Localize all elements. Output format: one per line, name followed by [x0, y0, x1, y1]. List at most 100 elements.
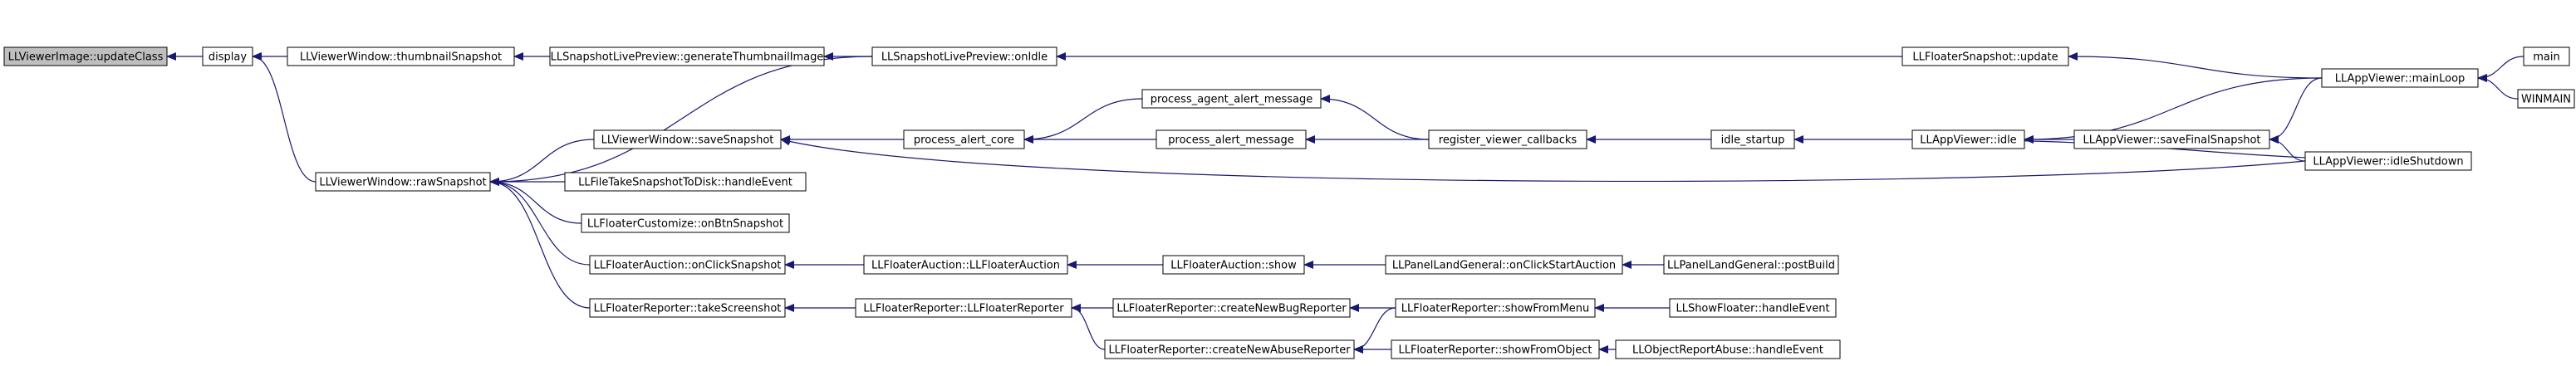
function-node[interactable]: LLSnapshotLivePreview::onIdle: [871, 46, 1057, 66]
node-label: WINMAIN: [2521, 94, 2571, 106]
call-edge: [2477, 56, 2524, 82]
node-box: [1391, 339, 1600, 359]
function-node[interactable]: process_alert_message: [1156, 129, 1307, 149]
function-node[interactable]: WINMAIN: [2517, 89, 2575, 109]
function-node[interactable]: LLAppViewer::idleShutdown: [2304, 151, 2472, 171]
node-box: [549, 46, 825, 66]
function-node[interactable]: LLFloaterAuction::LLFloaterAuction: [863, 255, 1068, 275]
function-node[interactable]: LLAppViewer::mainLoop: [2321, 68, 2479, 88]
node-label: LLPanelLandGeneral::onClickStartAuction: [1392, 260, 1616, 272]
node-box: [1112, 298, 1351, 318]
function-node[interactable]: LLFloaterReporter::showFromMenu: [1395, 298, 1596, 318]
node-label: process_alert_message: [1168, 134, 1293, 147]
function-node[interactable]: LLPanelLandGeneral::onClickStartAuction: [1385, 255, 1623, 275]
function-node[interactable]: LLSnapshotLivePreview::generateThumbnail…: [549, 46, 825, 66]
call-edge: [489, 178, 591, 266]
node-label: LLFloaterAuction::show: [1170, 260, 1297, 272]
function-node[interactable]: register_viewer_callbacks: [1428, 129, 1587, 149]
node-box: [2304, 151, 2472, 171]
node-box: [863, 255, 1068, 275]
node-box: [1156, 129, 1307, 149]
function-node[interactable]: LLFloaterAuction::show: [1162, 255, 1305, 275]
node-label: LLFloaterReporter::createNewAbuseReporte…: [1108, 344, 1351, 357]
node-box: [1395, 298, 1596, 318]
node-box: [1428, 129, 1587, 149]
function-node[interactable]: LLShowFloater::handleEvent: [1669, 298, 1837, 318]
node-label: LLSnapshotLivePreview::onIdle: [881, 51, 1048, 64]
function-node[interactable]: LLPanelLandGeneral::postBuild: [1663, 255, 1839, 275]
function-node[interactable]: LLAppViewer::idle: [1911, 129, 2025, 149]
node-label: LLAppViewer::idleShutdown: [2313, 156, 2463, 168]
function-node[interactable]: LLFloaterReporter::takeScreenshot: [589, 298, 786, 318]
function-node[interactable]: LLObjectReportAbuse::handleEvent: [1615, 339, 1841, 359]
function-node[interactable]: LLFileTakeSnapshotToDisk::handleEvent: [564, 172, 807, 192]
node-box: [1385, 255, 1623, 275]
node-box: [2517, 89, 2575, 109]
node-label: process_agent_alert_message: [1151, 94, 1313, 106]
node-label: LLFloaterReporter::LLFloaterReporter: [863, 303, 1064, 315]
node-label: LLFloaterSnapshot::update: [1912, 51, 2058, 64]
function-node[interactable]: idle_startup: [1710, 129, 1795, 149]
function-node[interactable]: LLViewerImage::updateClass: [3, 46, 168, 66]
call-edge: [1071, 304, 1106, 350]
function-node[interactable]: LLFloaterReporter::showFromObject: [1391, 339, 1600, 359]
node-label: main: [2533, 51, 2559, 64]
function-node[interactable]: LLViewerWindow::rawSnapshot: [315, 172, 491, 192]
call-edge: [489, 178, 582, 224]
call-edge: [2068, 52, 2323, 79]
function-node[interactable]: LLFloaterReporter::createNewBugReporter: [1112, 298, 1351, 318]
node-label: LLFloaterAuction::LLFloaterAuction: [871, 260, 1060, 272]
node-label: LLAppViewer::saveFinalSnapshot: [2083, 134, 2260, 147]
function-node[interactable]: LLViewerWindow::thumbnailSnapshot: [287, 46, 515, 66]
node-label: LLViewerWindow::thumbnailSnapshot: [300, 51, 502, 64]
node-box: [1901, 46, 2069, 66]
node-label: LLFloaterReporter::takeScreenshot: [594, 303, 782, 315]
function-node[interactable]: LLViewerWindow::saveSnapshot: [593, 129, 782, 149]
node-label: LLObjectReportAbuse::handleEvent: [1632, 344, 1823, 357]
node-box: [903, 129, 1025, 149]
call-edge: [489, 56, 873, 186]
node-label: LLShowFloater::handleEvent: [1676, 303, 1829, 315]
node-label: LLFloaterReporter::showFromMenu: [1401, 303, 1589, 315]
node-label: LLAppViewer::idle: [1920, 134, 2016, 147]
node-box: [2523, 46, 2570, 66]
node-box: [589, 298, 786, 318]
call-edge: [780, 137, 2306, 182]
node-label: LLFloaterAuction::onClickSnapshot: [594, 260, 782, 272]
function-node[interactable]: display: [202, 46, 253, 66]
call-edge: [1023, 98, 1143, 144]
node-box: [287, 46, 515, 66]
function-node[interactable]: process_alert_core: [903, 129, 1025, 149]
node-label: LLViewerWindow::rawSnapshot: [319, 177, 486, 189]
node-box: [1141, 89, 1322, 109]
node-label: process_alert_core: [914, 134, 1014, 147]
function-node[interactable]: process_agent_alert_message: [1141, 89, 1322, 109]
function-node[interactable]: LLFloaterSnapshot::update: [1901, 46, 2069, 66]
node-label: LLFloaterReporter::createNewBugReporter: [1116, 303, 1347, 315]
node-box: [1663, 255, 1839, 275]
function-node[interactable]: LLFloaterCustomize::onBtnSnapshot: [581, 213, 790, 233]
node-label: LLAppViewer::mainLoop: [2335, 73, 2466, 85]
node-box: [1615, 339, 1841, 359]
node-box: [1104, 339, 1355, 359]
call-edge: [489, 139, 595, 186]
function-node[interactable]: main: [2523, 46, 2570, 66]
node-box: [1162, 255, 1305, 275]
node-box: [2073, 129, 2270, 149]
node-label: LLViewerImage::updateClass: [8, 51, 164, 64]
node-label: LLFileTakeSnapshotToDisk::handleEvent: [578, 177, 792, 189]
node-box: [581, 213, 790, 233]
node-box: [2321, 68, 2479, 88]
call-edge: [2477, 74, 2519, 100]
node-label: LLPanelLandGeneral::postBuild: [1667, 260, 1835, 272]
node-box: [1710, 129, 1795, 149]
function-node[interactable]: LLFloaterAuction::onClickSnapshot: [589, 255, 786, 275]
function-node[interactable]: LLFloaterReporter::createNewAbuseReporte…: [1104, 339, 1355, 359]
node-label: idle_startup: [1721, 134, 1785, 147]
call-edge: [489, 178, 591, 309]
call-edge: [252, 52, 316, 183]
function-node[interactable]: LLFloaterReporter::LLFloaterReporter: [855, 298, 1072, 318]
function-node[interactable]: LLAppViewer::saveFinalSnapshot: [2073, 129, 2270, 149]
call-edge: [1353, 307, 1396, 354]
